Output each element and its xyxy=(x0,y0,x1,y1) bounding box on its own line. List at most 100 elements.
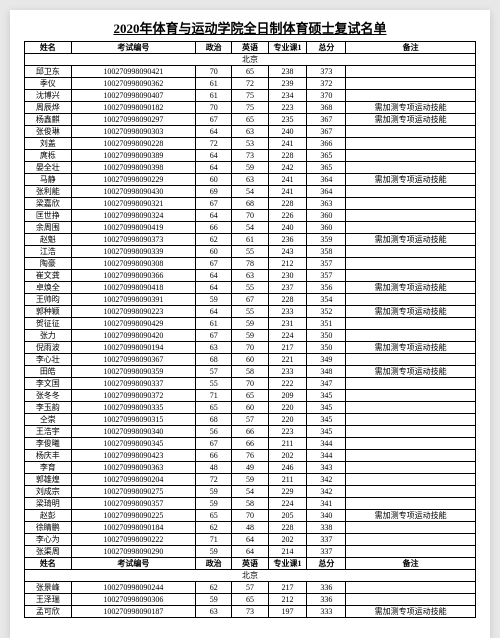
cell-english: 72 xyxy=(232,78,268,90)
cell-major: 239 xyxy=(268,78,307,90)
table-row: 张俊琳1002709980903036463240367 xyxy=(25,126,476,138)
table-row: 杨鑫麒1002709980902976765235367需加测专项运动技能 xyxy=(25,114,476,126)
cell-major: 202 xyxy=(268,534,307,546)
cell-major: 231 xyxy=(268,318,307,330)
cell-english: 59 xyxy=(232,162,268,174)
cell-major: 224 xyxy=(268,498,307,510)
cell-remark xyxy=(346,138,476,150)
table-row: 李心壮1002709980903676860221349 xyxy=(25,354,476,366)
cell-remark xyxy=(346,354,476,366)
cell-major: 211 xyxy=(268,474,307,486)
cell-major: 222 xyxy=(268,378,307,390)
cell-english: 78 xyxy=(232,258,268,270)
cell-exam-id: 100270998090297 xyxy=(71,114,195,126)
cell-politics: 56 xyxy=(196,426,232,438)
cell-english: 55 xyxy=(232,282,268,294)
table-row: 李俊曦1002709980903456766211344 xyxy=(25,438,476,450)
cell-total: 336 xyxy=(307,582,346,594)
cell-remark: 需加测专项运动技能 xyxy=(346,102,476,114)
cell-english: 66 xyxy=(232,426,268,438)
cell-total: 348 xyxy=(307,366,346,378)
cell-politics: 59 xyxy=(196,594,232,606)
cell-name: 田皓 xyxy=(25,366,72,378)
cell-exam-id: 100270998090308 xyxy=(71,258,195,270)
column-header: 考试编号 xyxy=(71,558,195,570)
table-row: 郭种颖1002709980902236455233352需加测专项运动技能 xyxy=(25,306,476,318)
cell-total: 337 xyxy=(307,546,346,558)
cell-remark xyxy=(346,222,476,234)
table-row: 李文国1002709980903375570222347 xyxy=(25,378,476,390)
cell-politics: 68 xyxy=(196,354,232,366)
table-row: 张冬冬1002709980903727165209345 xyxy=(25,390,476,402)
cell-english: 70 xyxy=(232,510,268,522)
table-row: 周辰烨1002709980901827075223368需加测专项运动技能 xyxy=(25,102,476,114)
cell-major: 238 xyxy=(268,66,307,78)
cell-politics: 64 xyxy=(196,162,232,174)
cell-english: 54 xyxy=(232,222,268,234)
cell-total: 345 xyxy=(307,426,346,438)
cell-name: 晏全壮 xyxy=(25,162,72,174)
section-row: 北京 xyxy=(25,54,476,66)
table-row: 王帅昀1002709980903915967228354 xyxy=(25,294,476,306)
cell-english: 65 xyxy=(232,594,268,606)
candidate-table: 姓名考试编号政治英语专业课1总分备注北京邱卫东10027099809042170… xyxy=(24,41,476,618)
cell-name: 崔文龚 xyxy=(25,270,72,282)
cell-english: 73 xyxy=(232,606,268,618)
cell-remark xyxy=(346,330,476,342)
cell-exam-id: 100270998090419 xyxy=(71,222,195,234)
cell-remark xyxy=(346,534,476,546)
cell-total: 350 xyxy=(307,330,346,342)
cell-total: 345 xyxy=(307,414,346,426)
cell-remark xyxy=(346,126,476,138)
table-row: 张利能1002709980904306954241364 xyxy=(25,186,476,198)
cell-major: 212 xyxy=(268,258,307,270)
cell-major: 236 xyxy=(268,234,307,246)
column-header: 政治 xyxy=(196,558,232,570)
cell-politics: 61 xyxy=(196,90,232,102)
cell-name: 贺征征 xyxy=(25,318,72,330)
cell-total: 345 xyxy=(307,390,346,402)
cell-major: 226 xyxy=(268,210,307,222)
cell-politics: 48 xyxy=(196,462,232,474)
cell-major: 202 xyxy=(268,450,307,462)
cell-english: 57 xyxy=(232,414,268,426)
cell-exam-id: 100270998090187 xyxy=(71,606,195,618)
cell-major: 240 xyxy=(268,126,307,138)
cell-politics: 62 xyxy=(196,522,232,534)
cell-total: 372 xyxy=(307,78,346,90)
cell-major: 233 xyxy=(268,306,307,318)
table-row: 徐睛鹏1002709980901846248228338 xyxy=(25,522,476,534)
cell-remark xyxy=(346,594,476,606)
cell-exam-id: 100270998090420 xyxy=(71,330,195,342)
cell-english: 63 xyxy=(232,270,268,282)
cell-english: 65 xyxy=(232,390,268,402)
cell-total: 333 xyxy=(307,606,346,618)
table-row: 梁嘉欣1002709980903216768228363 xyxy=(25,198,476,210)
cell-politics: 60 xyxy=(196,174,232,186)
cell-total: 340 xyxy=(307,510,346,522)
cell-remark xyxy=(346,438,476,450)
cell-remark xyxy=(346,474,476,486)
cell-total: 337 xyxy=(307,534,346,546)
cell-total: 356 xyxy=(307,282,346,294)
cell-exam-id: 100270998090303 xyxy=(71,126,195,138)
cell-remark xyxy=(346,402,476,414)
cell-exam-id: 100270998090222 xyxy=(71,534,195,546)
cell-exam-id: 100270998090345 xyxy=(71,438,195,450)
cell-name: 沈博兴 xyxy=(25,90,72,102)
cell-major: 205 xyxy=(268,510,307,522)
cell-remark: 需加测专项运动技能 xyxy=(346,282,476,294)
cell-total: 344 xyxy=(307,450,346,462)
cell-exam-id: 100270998090359 xyxy=(71,366,195,378)
cell-remark: 需加测专项运动技能 xyxy=(346,510,476,522)
cell-exam-id: 100270998090340 xyxy=(71,426,195,438)
cell-exam-id: 100270998090335 xyxy=(71,402,195,414)
cell-exam-id: 100270998090339 xyxy=(71,246,195,258)
cell-name: 杨鑫麒 xyxy=(25,114,72,126)
cell-politics: 66 xyxy=(196,222,232,234)
cell-total: 345 xyxy=(307,402,346,414)
cell-politics: 61 xyxy=(196,318,232,330)
cell-remark xyxy=(346,294,476,306)
table-header-row: 姓名考试编号政治英语专业课1总分备注 xyxy=(25,558,476,570)
cell-total: 341 xyxy=(307,498,346,510)
